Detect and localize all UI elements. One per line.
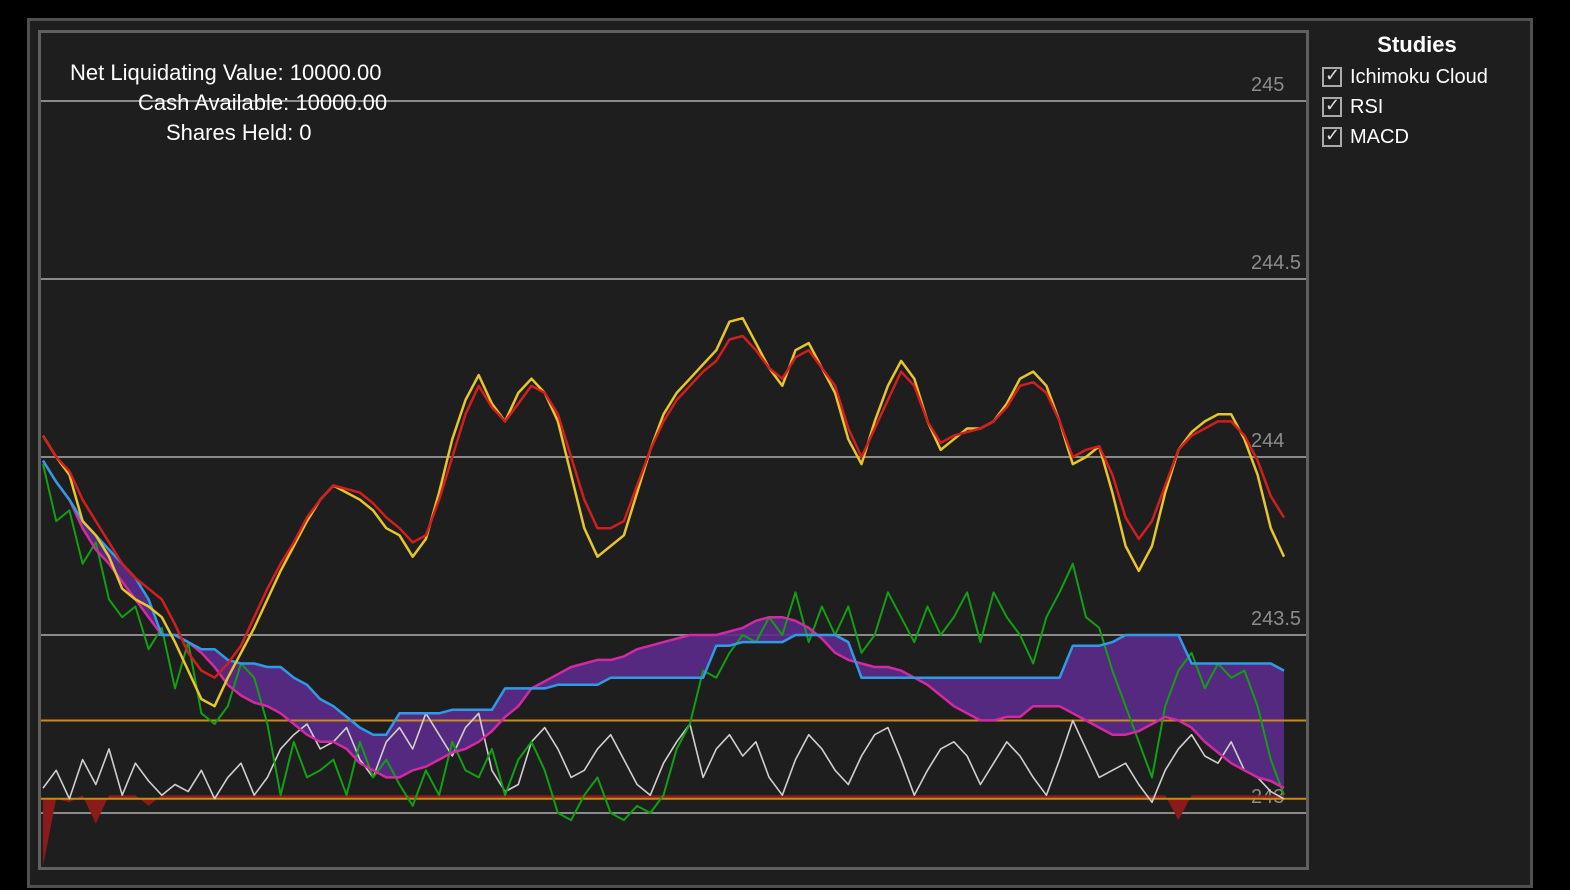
price-line: [41, 316, 1286, 708]
span-b-line: [41, 459, 1285, 790]
y-tick-label: 245: [1251, 74, 1284, 96]
studies-title: Studies: [1377, 32, 1457, 57]
macd-area: [43, 795, 1284, 867]
checkbox-icon[interactable]: [1322, 95, 1342, 117]
rsi-line: [42, 712, 1285, 804]
study-label: Ichimoku Cloud: [1350, 65, 1488, 88]
ichimoku-cloud: [43, 460, 1284, 789]
shares-held: Shares Held: 0: [166, 120, 312, 145]
studies-panel: Studies Ichimoku Cloud RSI MACD: [1322, 32, 1522, 152]
base-line: [41, 459, 1285, 736]
y-tick-label: 244: [1251, 430, 1284, 452]
study-ichimoku-cloud[interactable]: Ichimoku Cloud: [1322, 62, 1522, 92]
y-tick-label: 244.5: [1251, 252, 1301, 274]
y-tick-label: 243.5: [1251, 608, 1301, 630]
cash-available: Cash Available: 10000.00: [138, 90, 388, 115]
conversion-line: [41, 334, 1286, 679]
checkbox-icon[interactable]: [1322, 125, 1342, 147]
study-rsi[interactable]: RSI: [1322, 92, 1522, 122]
lagging-span-line: [42, 463, 1285, 822]
checkbox-icon[interactable]: [1322, 65, 1342, 87]
study-label: MACD: [1350, 125, 1409, 148]
study-label: RSI: [1350, 95, 1384, 118]
net-liquidating-value: Net Liquidating Value: 10000.00: [70, 60, 382, 85]
study-macd[interactable]: MACD: [1322, 122, 1522, 152]
